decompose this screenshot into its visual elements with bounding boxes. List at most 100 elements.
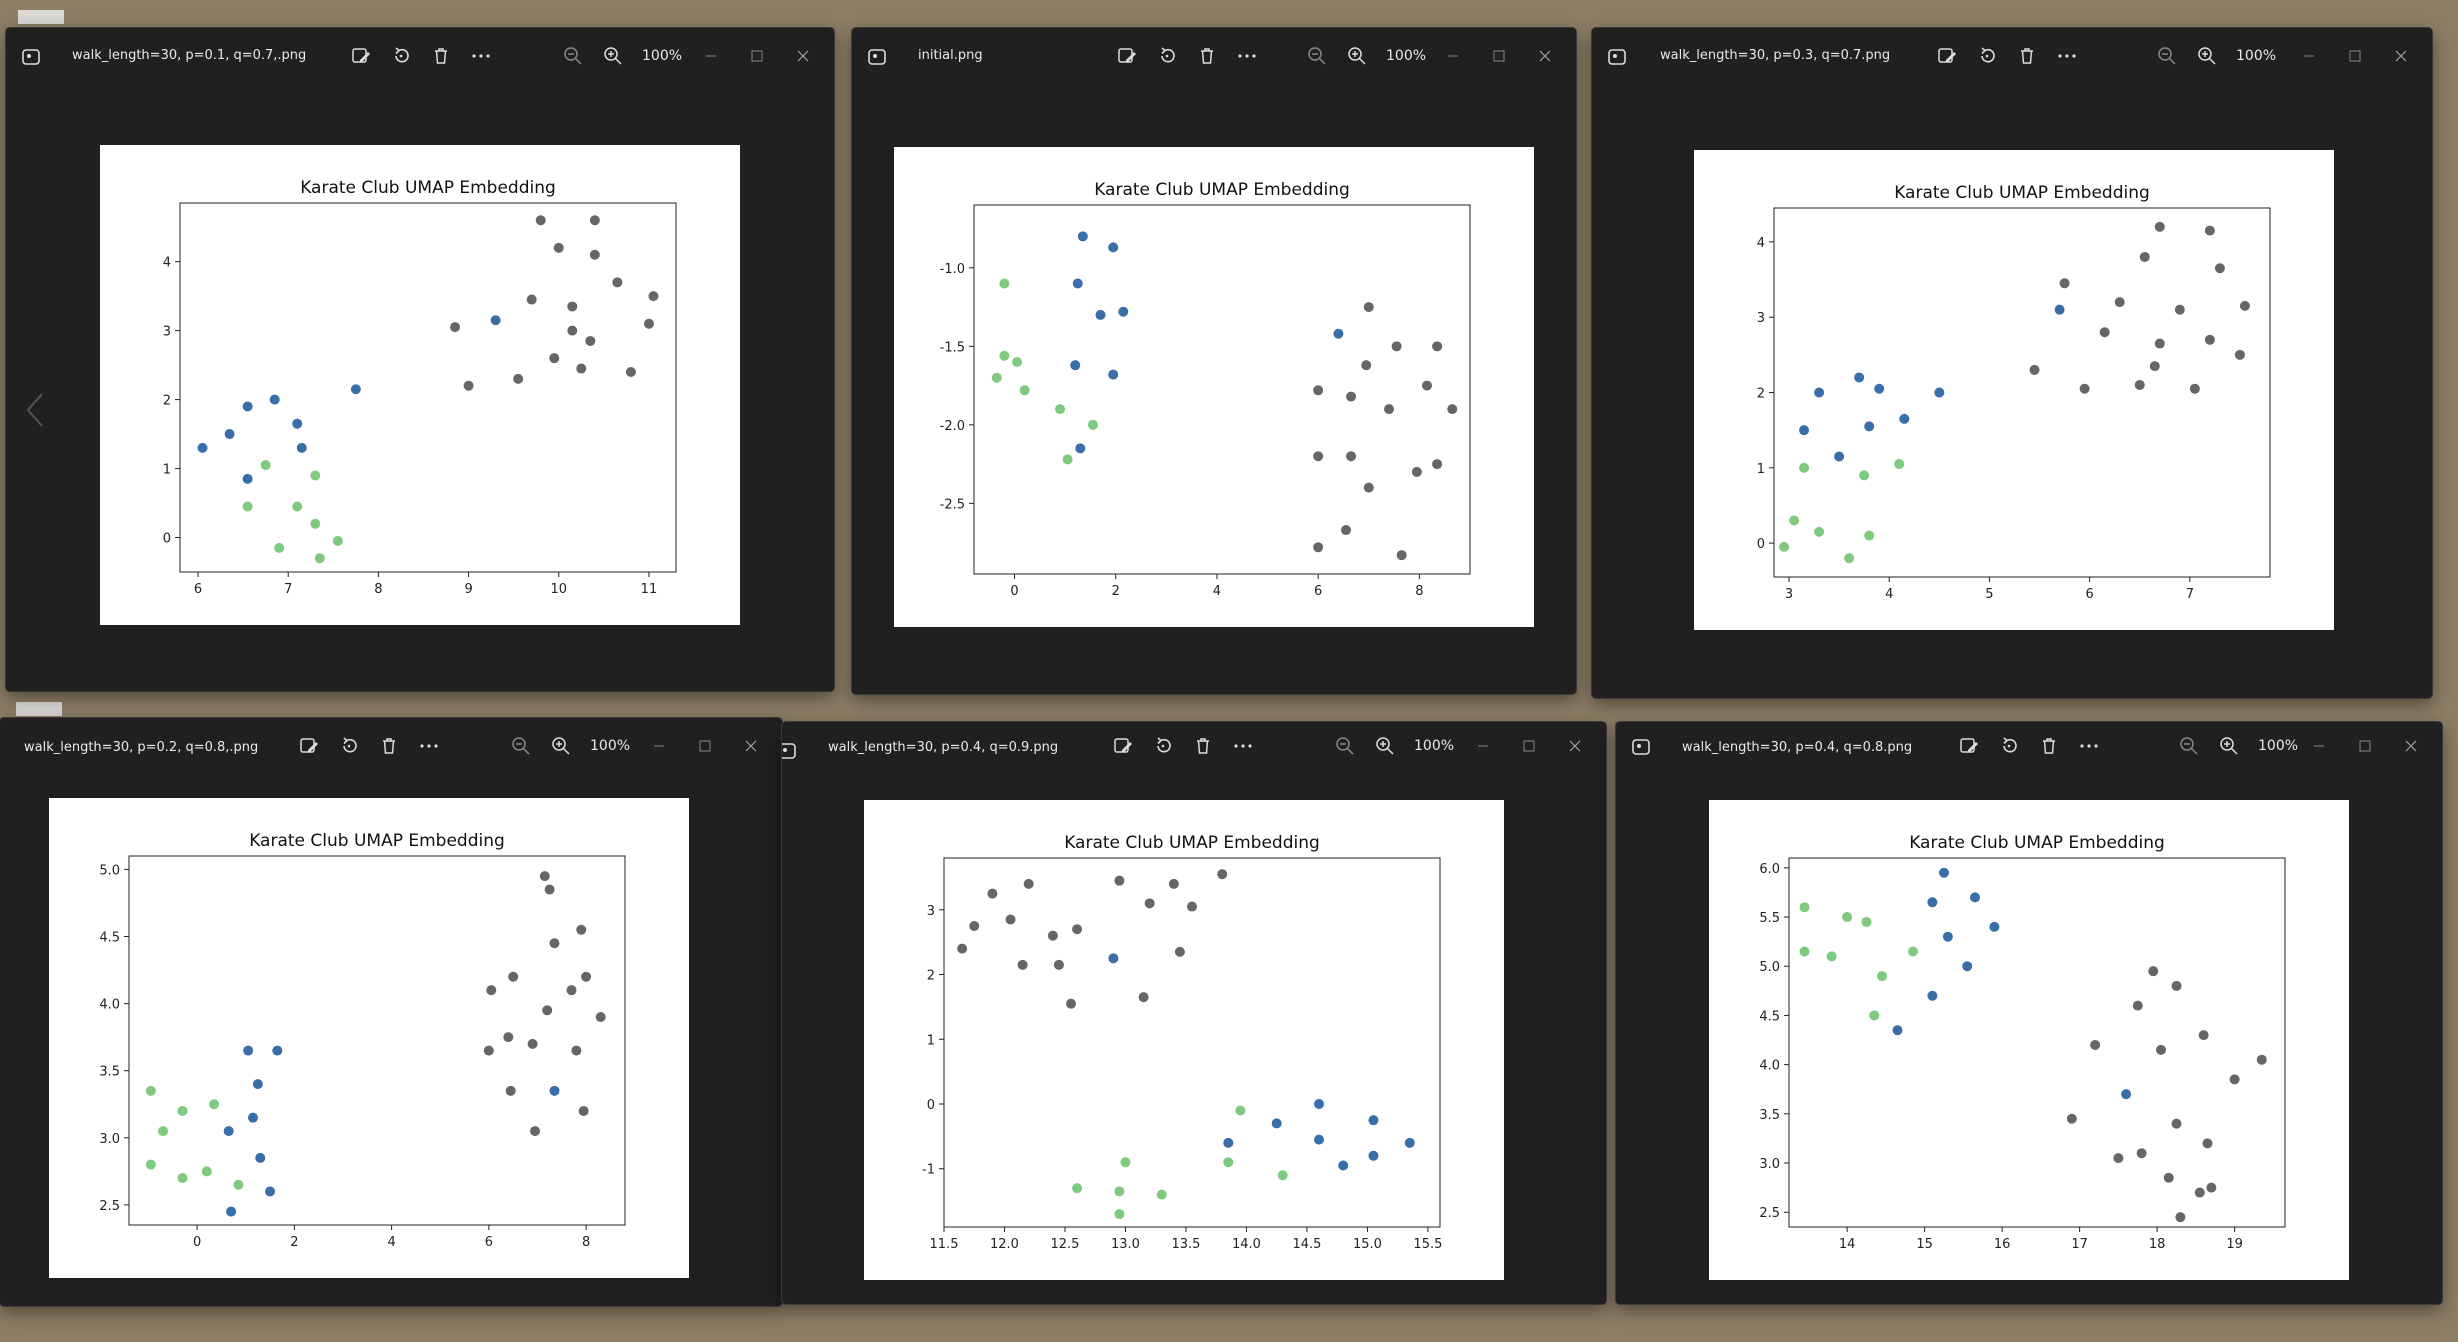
axes-frame [1788,857,2286,1228]
zoom-level: 100% [1414,738,1455,754]
x-tick-label: 14 [1839,1237,1856,1252]
minimize-icon[interactable] [2286,42,2332,70]
data-point-green [1223,1157,1234,1168]
more-options-icon[interactable] [2056,45,2078,67]
rotate-icon[interactable] [390,45,412,67]
minimize-icon[interactable] [1430,42,1476,70]
maximize-icon[interactable] [1506,732,1552,760]
data-point-blue [252,1079,263,1090]
more-options-icon[interactable] [1232,735,1254,757]
rotate-icon[interactable] [1156,45,1178,67]
zoom-in-icon[interactable] [1374,735,1396,757]
close-icon[interactable] [780,42,826,70]
edit-image-icon[interactable] [1958,735,1980,757]
maximize-icon[interactable] [734,42,780,70]
data-point-gray [2194,1187,2205,1198]
data-point-green [1277,1170,1288,1181]
zoom-in-icon[interactable] [550,735,572,757]
data-point-gray [625,366,636,377]
data-point-gray [589,249,600,260]
more-options-icon[interactable] [470,45,492,67]
rotate-icon[interactable] [1998,735,2020,757]
rotate-icon[interactable] [338,735,360,757]
x-tick-label: 12.5 [1050,1237,1079,1252]
x-tick-label: 4 [387,1235,395,1250]
previous-image-arrow-icon[interactable] [24,390,46,430]
title-bar: walk_length=30, p=0.3, q=0.7.png 100% [1592,28,2432,86]
data-point-gray [578,1105,589,1116]
maximize-icon[interactable] [2332,42,2378,70]
data-point-gray [1391,341,1402,352]
maximize-icon[interactable] [2342,732,2388,760]
minimize-icon[interactable] [688,42,734,70]
zoom-out-icon[interactable] [2178,735,2200,757]
edit-toolbar [350,45,492,67]
close-icon[interactable] [2388,732,2434,760]
delete-icon[interactable] [2016,45,2038,67]
close-icon[interactable] [1522,42,1568,70]
close-icon[interactable] [728,732,774,760]
edit-image-icon[interactable] [350,45,372,67]
zoom-controls: 100% [562,45,682,67]
delete-icon[interactable] [2038,735,2060,757]
zoom-out-icon[interactable] [562,45,584,67]
zoom-in-icon[interactable] [602,45,624,67]
more-options-icon[interactable] [2078,735,2100,757]
more-options-icon[interactable] [418,735,440,757]
data-point-green [1114,1209,1125,1220]
scatter-plot: Karate Club UMAP Embedding 0 2 4 6 8 -1.0 -1.5 -… [940,180,1471,599]
data-point-gray [2163,1172,2174,1183]
close-icon[interactable] [2378,42,2424,70]
data-point-green [314,553,325,564]
file-name: initial.png [918,48,983,63]
minimize-icon[interactable] [1460,732,1506,760]
edit-image-icon[interactable] [1116,45,1138,67]
delete-icon[interactable] [378,735,400,757]
x-tick-label: 4 [1885,587,1893,602]
x-tick-label: 5 [1985,587,1993,602]
image-canvas: Karate Club UMAP Embedding 0 2 4 6 8 2.5 3.0 3.5… [49,798,689,1278]
y-tick-label: 4.5 [99,931,120,946]
zoom-out-icon[interactable] [2156,45,2178,67]
rotate-icon[interactable] [1976,45,1998,67]
data-point-gray [2066,1113,2077,1124]
maximize-icon[interactable] [682,732,728,760]
data-point-green [1814,526,1825,537]
edit-image-icon[interactable] [1936,45,1958,67]
more-options-icon[interactable] [1236,45,1258,67]
data-point-gray [1447,404,1458,415]
delete-icon[interactable] [1192,735,1214,757]
data-point-blue [1404,1137,1415,1148]
minimize-icon[interactable] [636,732,682,760]
edit-image-icon[interactable] [298,735,320,757]
window-controls [2296,732,2434,760]
data-point-gray [2154,221,2165,232]
zoom-in-icon[interactable] [2218,735,2240,757]
data-point-gray [1023,878,1034,889]
edit-toolbar [298,735,440,757]
y-tick-label: 2 [1757,387,1765,402]
rotate-icon[interactable] [1152,735,1174,757]
zoom-out-icon[interactable] [1334,735,1356,757]
data-point-green [310,518,321,529]
data-point-green [209,1099,220,1110]
data-point-blue [243,1045,254,1056]
delete-icon[interactable] [1196,45,1218,67]
zoom-out-icon[interactable] [1306,45,1328,67]
data-point-green [1799,462,1810,473]
x-tick-label: 6 [2085,587,2093,602]
data-point-blue [1108,242,1119,253]
delete-icon[interactable] [430,45,452,67]
photos-window-2: initial.png 100% Karate Club UMAP Embedd… [852,28,1576,694]
title-bar: walk_length=30, p=0.4, q=0.9.png 100% [782,722,1606,780]
data-point-gray [612,277,623,288]
maximize-icon[interactable] [1476,42,1522,70]
data-point-blue [1368,1115,1379,1126]
zoom-out-icon[interactable] [510,735,532,757]
edit-image-icon[interactable] [1112,735,1134,757]
close-icon[interactable] [1552,732,1598,760]
zoom-in-icon[interactable] [1346,45,1368,67]
zoom-in-icon[interactable] [2196,45,2218,67]
minimize-icon[interactable] [2296,732,2342,760]
y-tick-label: 4 [163,256,171,271]
